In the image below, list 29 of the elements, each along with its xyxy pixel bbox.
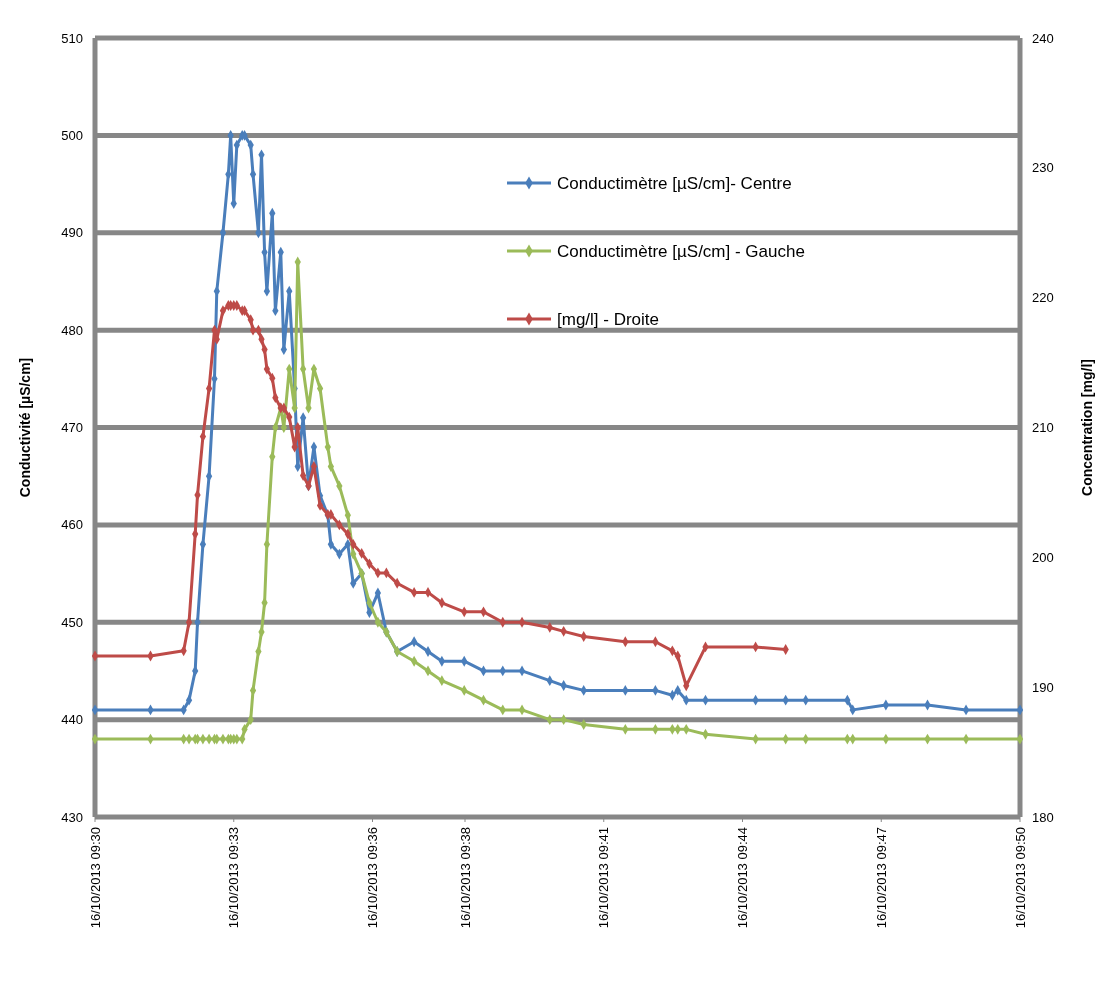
y-tick-label: 480 <box>61 322 83 338</box>
y2-tick-label: 230 <box>1032 160 1054 176</box>
legend-label: [mg/l] - Droite <box>557 309 660 329</box>
x-tick-label: 16/10/2013 09:30 <box>87 827 103 929</box>
x-tick-label: 16/10/2013 09:41 <box>596 827 612 929</box>
y-tick-label: 460 <box>61 517 83 533</box>
y-tick-label: 440 <box>61 712 83 728</box>
y2-axis-title: Concentration [mg/l] <box>1079 359 1095 496</box>
x-tick-label: 16/10/2013 09:44 <box>735 827 751 929</box>
y-tick-label: 450 <box>61 614 83 630</box>
y-tick-label: 510 <box>61 30 83 46</box>
y2-tick-label: 190 <box>1032 679 1054 695</box>
y2-tick-label: 180 <box>1032 809 1054 825</box>
legend-label: Conductimètre [µS/cm] - Gauche <box>557 241 805 261</box>
y-tick-label: 470 <box>61 420 83 436</box>
y-tick-label: 430 <box>61 809 83 825</box>
y2-tick-label: 220 <box>1032 290 1054 306</box>
y-tick-label: 500 <box>61 127 83 143</box>
y-axis-title: Conductivité [µS/cm] <box>17 357 33 498</box>
y2-tick-label: 210 <box>1032 420 1054 436</box>
x-tick-label: 16/10/2013 09:36 <box>365 827 381 929</box>
legend-label: Conductimètre [µS/cm]- Centre <box>557 173 792 193</box>
y2-tick-label: 240 <box>1032 30 1054 46</box>
y2-tick-label: 200 <box>1032 549 1054 565</box>
x-tick-label: 16/10/2013 09:47 <box>873 827 889 929</box>
x-tick-label: 16/10/2013 09:33 <box>226 827 242 929</box>
x-tick-label: 16/10/2013 09:38 <box>457 827 473 929</box>
x-tick-label: 16/10/2013 09:50 <box>1012 827 1028 929</box>
y-tick-label: 490 <box>61 225 83 241</box>
